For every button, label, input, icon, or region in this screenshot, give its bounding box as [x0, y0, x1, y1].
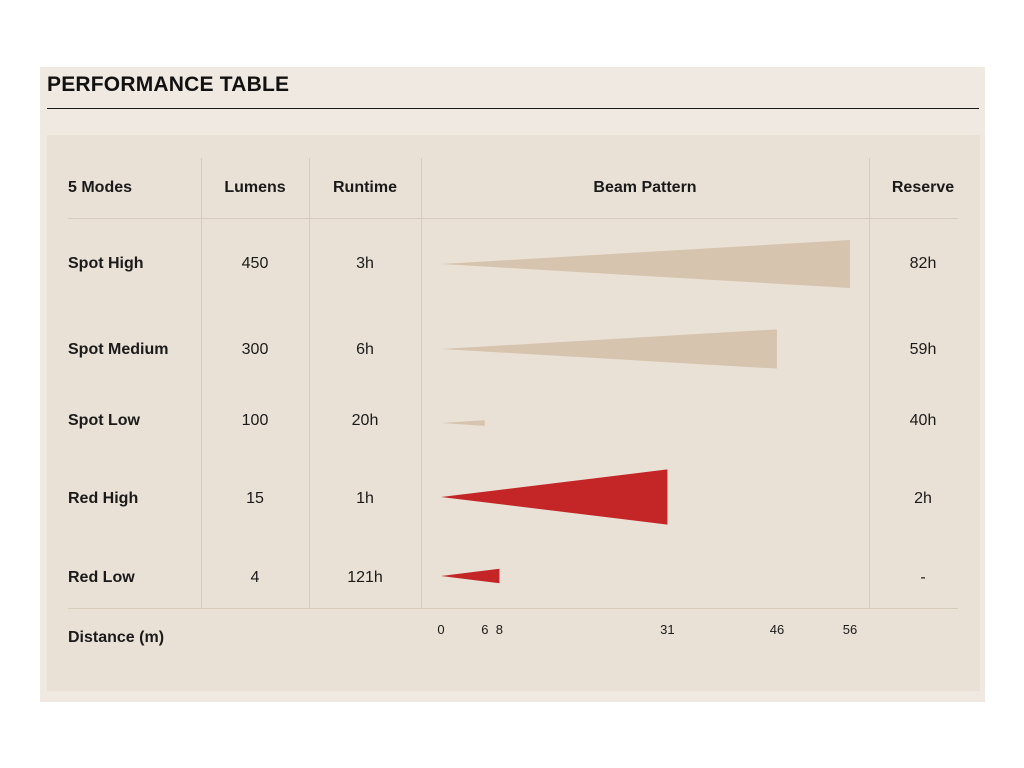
x-tick-label: 31 — [660, 622, 674, 637]
footer-divider — [68, 608, 958, 609]
row-lumens: 450 — [241, 255, 269, 272]
column-divider — [309, 158, 310, 608]
header-runtime: Runtime — [333, 179, 397, 196]
header-divider — [68, 218, 958, 219]
beam-triangle-red-high — [441, 469, 668, 525]
row-reserve: 2h — [914, 490, 932, 507]
performance-table: 5 Modes Lumens Runtime Beam Pattern Rese… — [47, 135, 980, 691]
x-tick-label: 8 — [496, 622, 503, 637]
row-reserve: - — [920, 569, 926, 586]
row-reserve: 82h — [909, 255, 937, 272]
row-mode: Spot Low — [68, 412, 140, 429]
row-runtime: 3h — [356, 255, 374, 272]
row-reserve: 59h — [909, 341, 937, 358]
row-runtime: 121h — [347, 569, 383, 586]
beam-triangle-red-low — [441, 568, 500, 584]
row-lumens: 300 — [241, 341, 269, 358]
header-modes: 5 Modes — [68, 179, 133, 196]
page-title: PERFORMANCE TABLE — [47, 73, 290, 96]
column-divider — [421, 158, 422, 608]
beam-triangle-spot-medium — [441, 329, 777, 369]
row-mode: Spot High — [68, 255, 144, 272]
beam-triangle-spot-high — [441, 240, 850, 288]
row-mode: Spot Medium — [68, 341, 169, 358]
x-tick-label: 46 — [770, 622, 784, 637]
column-divider — [201, 158, 202, 608]
x-tick-label: 6 — [481, 622, 488, 637]
row-lumens: 4 — [250, 569, 260, 586]
row-mode: Red Low — [68, 569, 135, 586]
x-tick-label: 56 — [843, 622, 857, 637]
header-reserve: Reserve — [891, 179, 955, 196]
distance-axis-label: Distance (m) — [68, 629, 165, 646]
row-lumens: 15 — [246, 490, 264, 507]
row-mode: Red High — [68, 490, 139, 507]
row-lumens: 100 — [241, 412, 269, 429]
row-runtime: 20h — [351, 412, 379, 429]
title-divider — [47, 108, 979, 109]
performance-panel: PERFORMANCE TABLE 5 Modes Lumens Runtime… — [40, 67, 985, 702]
column-divider — [869, 158, 870, 608]
x-tick-label: 0 — [437, 622, 444, 637]
header-lumens: Lumens — [224, 179, 286, 196]
row-reserve: 40h — [909, 412, 937, 429]
header-beam-pattern: Beam Pattern — [593, 179, 697, 196]
row-runtime: 1h — [356, 490, 374, 507]
row-runtime: 6h — [356, 341, 374, 358]
beam-pattern-chart: 0 6 8 31 46 56 — [437, 240, 857, 637]
beam-triangle-spot-low — [441, 420, 485, 426]
